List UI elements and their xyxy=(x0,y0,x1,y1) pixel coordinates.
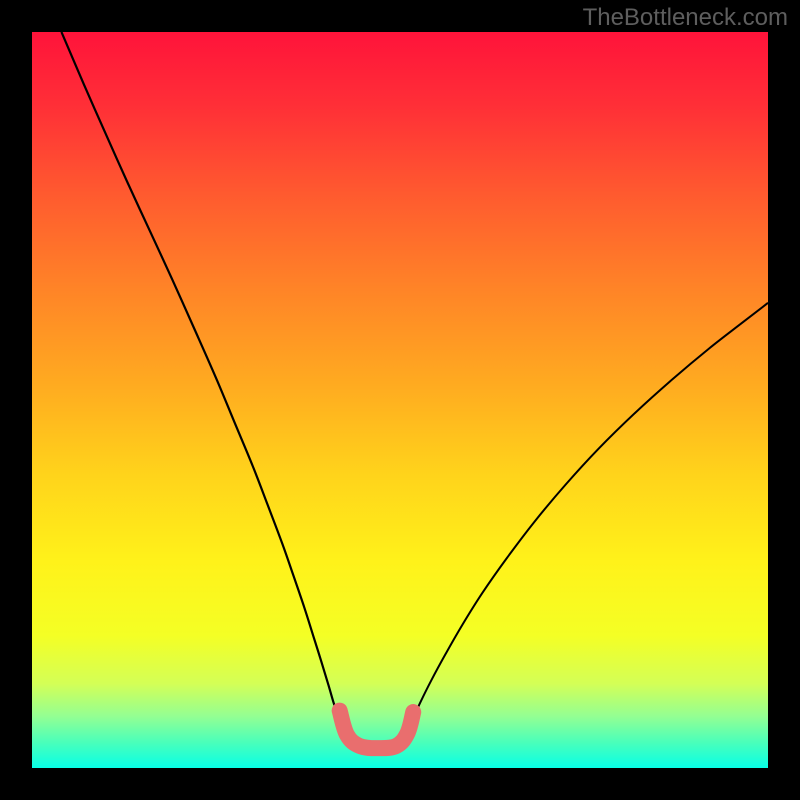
chart-plot-area xyxy=(32,32,768,768)
chart-background-gradient xyxy=(32,32,768,768)
chart-svg xyxy=(32,32,768,768)
watermark-text: TheBottleneck.com xyxy=(583,4,788,32)
